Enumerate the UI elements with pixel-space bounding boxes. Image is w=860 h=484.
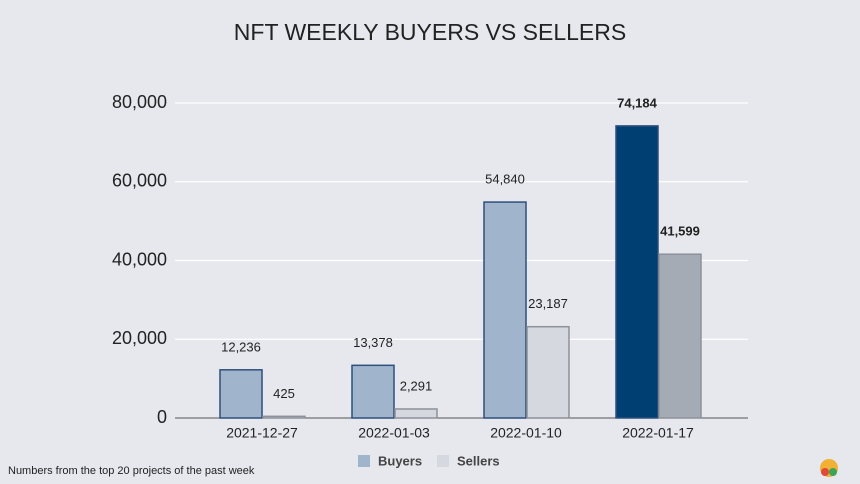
bar <box>658 253 702 419</box>
x-tick-label: 2021-12-27 <box>226 425 298 441</box>
footnote: Numbers from the top 20 projects of the … <box>8 465 255 477</box>
legend-label: Sellers <box>457 453 500 468</box>
y-tick-label: 20,000 <box>112 328 167 348</box>
value-label: 23,187 <box>528 296 568 311</box>
value-label: 54,840 <box>485 172 525 187</box>
bar <box>526 325 570 419</box>
x-tick-label: 2022-01-17 <box>622 425 694 441</box>
legend-swatch <box>358 455 370 467</box>
bar <box>262 415 306 419</box>
bar <box>483 201 527 419</box>
y-tick-label: 60,000 <box>112 171 167 191</box>
value-label: 12,236 <box>221 339 261 354</box>
x-tick-label: 2022-01-03 <box>358 425 430 441</box>
x-tick-label: 2022-01-10 <box>490 425 562 441</box>
value-label: 41,599 <box>660 224 700 239</box>
bar <box>615 125 659 419</box>
value-label: 425 <box>273 386 295 401</box>
value-label: 13,378 <box>353 335 393 350</box>
y-tick-label: 40,000 <box>112 249 167 269</box>
y-tick-label: 0 <box>157 407 167 427</box>
y-tick-label: 80,000 <box>112 92 167 112</box>
value-label: 74,184 <box>617 95 658 110</box>
logo <box>820 459 838 477</box>
chart-title: NFT WEEKLY BUYERS VS SELLERS <box>234 19 626 45</box>
legend-swatch <box>437 455 449 467</box>
legend-label: Buyers <box>378 453 422 468</box>
bar <box>219 369 263 419</box>
bar <box>394 408 438 419</box>
bar <box>351 364 395 419</box>
value-label: 2,291 <box>400 378 433 393</box>
